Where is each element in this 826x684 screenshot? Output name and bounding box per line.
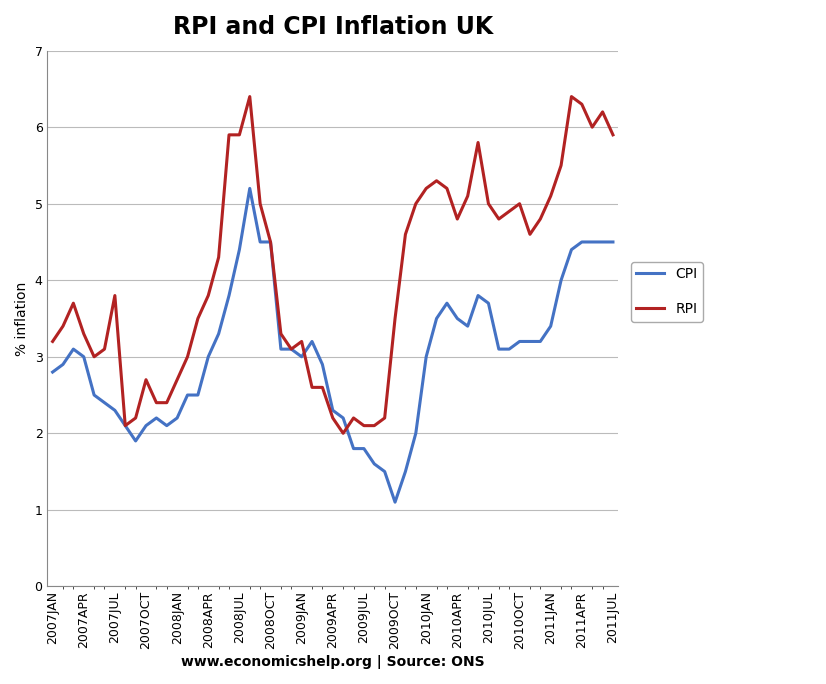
RPI bbox=[266, 238, 276, 246]
Title: RPI and CPI Inflation UK: RPI and CPI Inflation UK bbox=[173, 15, 493, 39]
CPI bbox=[598, 238, 608, 246]
Line: CPI: CPI bbox=[53, 188, 613, 502]
RPI bbox=[338, 429, 348, 437]
CPI bbox=[244, 184, 254, 192]
CPI bbox=[608, 238, 618, 246]
CPI bbox=[567, 246, 577, 254]
Line: RPI: RPI bbox=[53, 96, 613, 433]
Y-axis label: % inflation: % inflation bbox=[15, 281, 29, 356]
RPI bbox=[244, 92, 254, 101]
RPI bbox=[48, 337, 58, 345]
RPI bbox=[183, 353, 192, 361]
CPI bbox=[151, 414, 161, 422]
RPI bbox=[598, 108, 608, 116]
RPI bbox=[608, 131, 618, 139]
CPI bbox=[183, 391, 192, 399]
Legend: CPI, RPI: CPI, RPI bbox=[631, 262, 703, 321]
CPI bbox=[390, 498, 400, 506]
RPI bbox=[110, 291, 120, 300]
CPI bbox=[110, 406, 120, 415]
RPI bbox=[151, 399, 161, 407]
RPI bbox=[567, 92, 577, 101]
CPI bbox=[48, 368, 58, 376]
CPI bbox=[266, 238, 276, 246]
X-axis label: www.economicshelp.org | Source: ONS: www.economicshelp.org | Source: ONS bbox=[181, 655, 485, 669]
